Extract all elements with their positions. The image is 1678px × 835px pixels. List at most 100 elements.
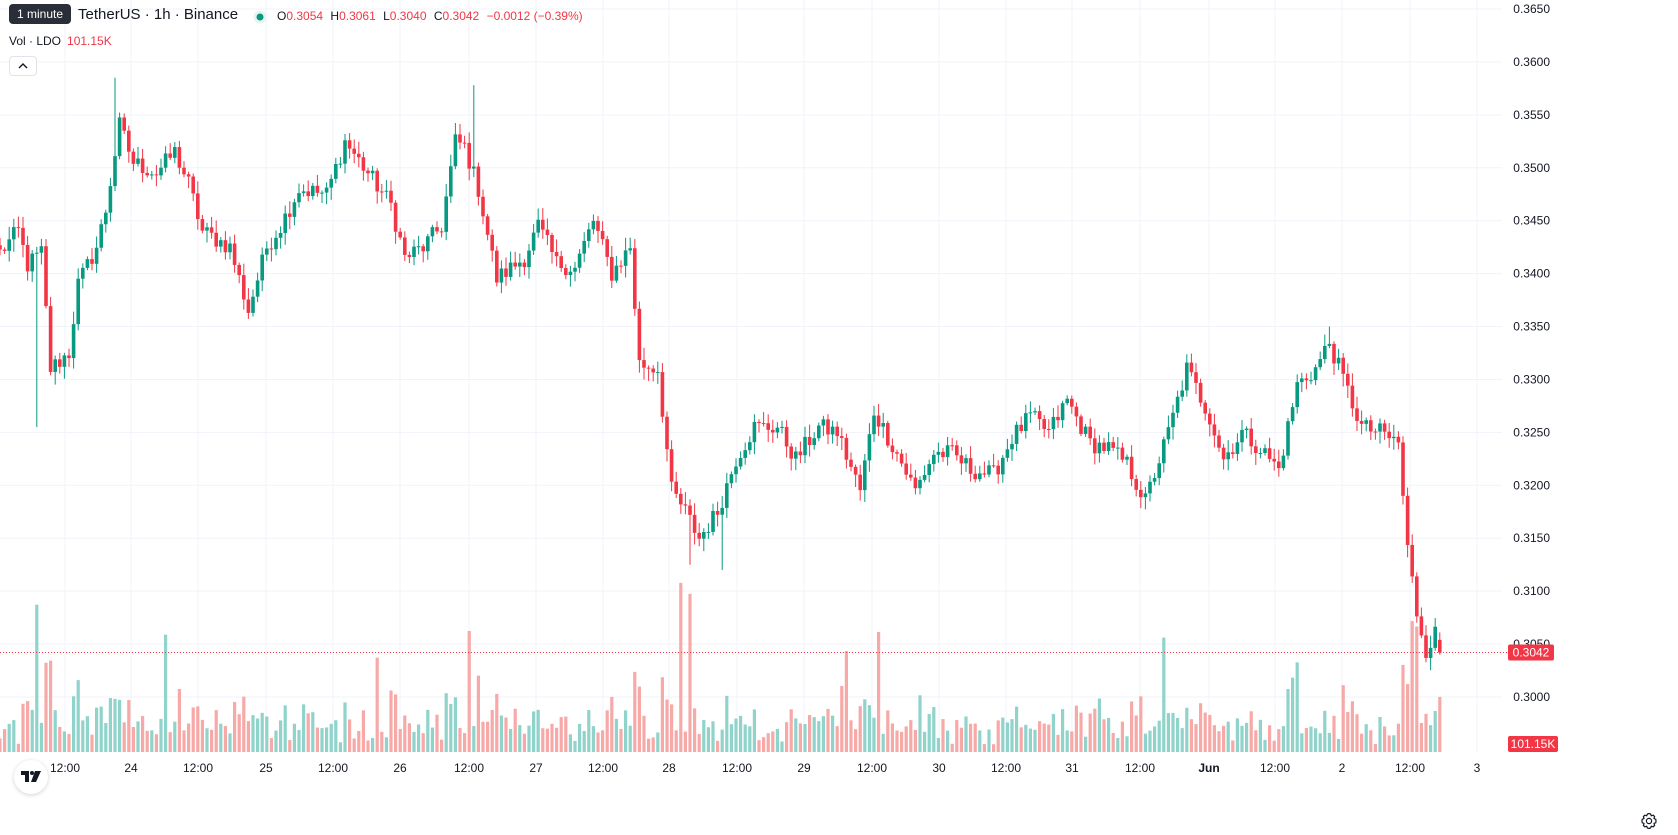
candle-body <box>1410 544 1414 577</box>
candle-body <box>1185 362 1189 391</box>
gear-icon[interactable] <box>1640 812 1658 830</box>
change-value: −0.0012 (−0.39%) <box>486 9 583 23</box>
candle-body <box>453 134 458 167</box>
tradingview-logo[interactable] <box>14 760 48 794</box>
candle-body <box>237 264 241 276</box>
volume-bar <box>1176 717 1180 752</box>
candle <box>81 263 85 289</box>
volume-bar <box>1226 721 1230 752</box>
candle <box>991 453 996 468</box>
candle-body <box>536 219 540 233</box>
candle-body <box>1438 639 1442 653</box>
candle-body <box>803 436 807 456</box>
time-tick-label: 3 <box>1474 761 1481 775</box>
time-tick-label: 29 <box>797 761 811 775</box>
volume-bar <box>1281 726 1285 752</box>
candle <box>403 231 407 262</box>
candle-body <box>324 187 329 193</box>
candle <box>232 234 237 273</box>
candle-body <box>1139 489 1143 498</box>
candle <box>973 465 977 483</box>
volume-bar <box>651 737 655 752</box>
candle-body <box>1226 452 1230 460</box>
candle <box>380 183 384 203</box>
volume-bar <box>1268 725 1272 752</box>
candle-body <box>1350 385 1355 409</box>
candle <box>1037 405 1042 431</box>
candle <box>513 251 517 270</box>
candle <box>320 190 324 203</box>
candle <box>1231 443 1235 459</box>
time-tick-label: 12:00 <box>183 761 213 775</box>
volume-bar <box>1005 722 1009 752</box>
volume-bar <box>1295 662 1299 752</box>
volume-bar <box>1061 709 1065 752</box>
candle-body <box>605 239 609 257</box>
low-value: 0.3040 <box>389 9 427 23</box>
volume-bar <box>555 727 559 752</box>
candle <box>435 221 439 235</box>
candle <box>94 236 99 273</box>
candle <box>614 255 619 283</box>
candle-body <box>315 185 320 193</box>
price-axis[interactable]: 0.3650 0.3600 0.3550 0.3500 0.3450 0.3400 0.33… <box>1513 2 1550 704</box>
candle-body <box>246 299 251 313</box>
volume-bar <box>1378 716 1382 752</box>
candle <box>1180 380 1184 402</box>
volume-bar <box>191 707 195 752</box>
time-axis[interactable]: 12:00 24 12:00 25 12:00 26 12:00 27 12:00 28 12:00… <box>50 761 1481 775</box>
candle <box>743 442 747 465</box>
volume-bar <box>766 733 770 752</box>
candle-body <box>619 265 623 267</box>
volume-bar <box>909 720 913 752</box>
candle-body <box>255 280 260 297</box>
candle <box>725 472 729 518</box>
candle-body <box>1143 493 1148 498</box>
candle <box>1428 635 1433 671</box>
volume-bar <box>900 731 904 752</box>
collapse-legend-button[interactable] <box>9 56 37 76</box>
candle-body <box>361 157 366 171</box>
candle-body <box>780 426 784 428</box>
candle-body <box>748 442 752 451</box>
candle <box>504 257 508 286</box>
volume-bar <box>219 723 223 752</box>
candle-body <box>366 170 370 174</box>
candle-body <box>265 248 269 255</box>
candle-body <box>1378 423 1382 432</box>
volume-bar <box>343 702 347 752</box>
candle-body <box>550 235 554 253</box>
candle <box>545 218 550 246</box>
candle-body <box>16 227 21 229</box>
volume-bar <box>1180 728 1184 752</box>
candle-body <box>186 174 191 177</box>
symbol-title[interactable]: TetherUS · 1h · Binance <box>78 6 239 23</box>
candle <box>136 146 140 167</box>
volume-bar <box>403 715 407 752</box>
candle-body <box>67 355 71 359</box>
volume-bar <box>380 731 384 752</box>
candle <box>76 268 80 331</box>
volume-bar <box>1208 714 1212 752</box>
candle-body <box>490 234 494 251</box>
candle-body <box>136 158 140 164</box>
candle <box>214 220 218 252</box>
candle-body <box>587 229 591 241</box>
candle <box>1392 424 1396 450</box>
candle <box>343 133 347 174</box>
candle-body <box>12 227 16 240</box>
volume-bar <box>1047 724 1051 752</box>
candle <box>1401 436 1405 505</box>
candle <box>219 237 223 253</box>
candle-body <box>1369 420 1373 432</box>
candle-body <box>867 434 872 461</box>
candle <box>950 438 954 451</box>
candle <box>71 311 76 369</box>
candle-body <box>840 436 844 438</box>
time-tick-label: 24 <box>124 761 138 775</box>
volume-bar <box>1171 712 1175 752</box>
volume-bar <box>1010 719 1014 752</box>
candle <box>113 77 117 192</box>
candle <box>757 419 761 433</box>
